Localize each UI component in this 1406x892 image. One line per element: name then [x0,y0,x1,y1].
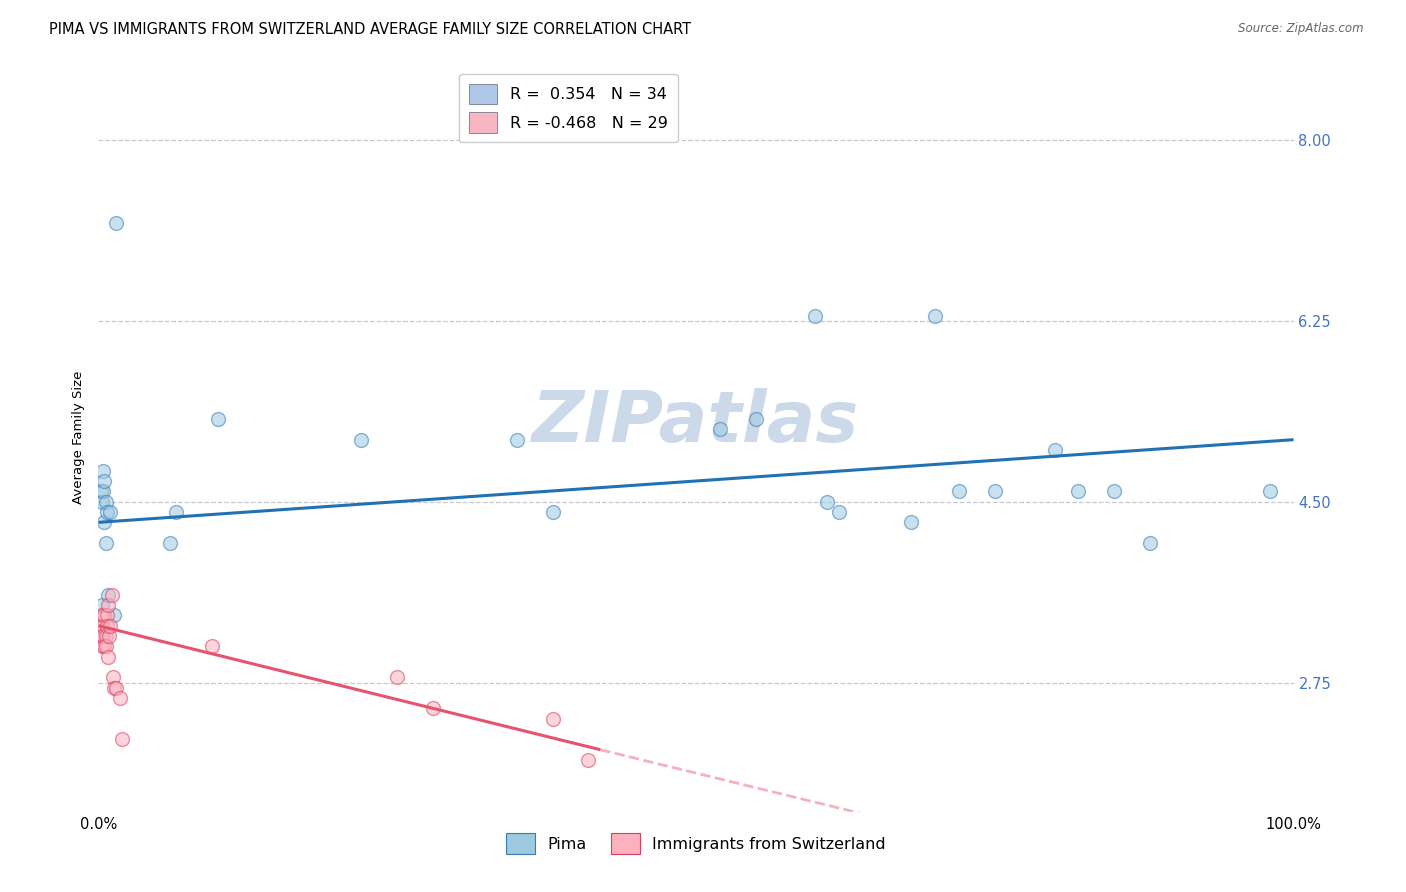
Point [98,618,122,632]
Point [94,640,117,654]
Point [98,629,121,643]
Point [1104,484,1126,499]
Text: ZIPatlas: ZIPatlas [533,388,859,457]
Point [578,753,600,767]
Point [91,618,114,632]
Point [101,670,124,684]
Point [815,494,838,508]
Point [94,629,117,643]
Point [91,494,114,508]
Point [91,598,114,612]
Point [745,412,768,426]
Point [1067,484,1090,499]
Point [159,536,181,550]
Point [97,649,120,664]
Point [97,598,120,612]
Point [90,484,112,499]
Point [93,640,115,654]
Point [350,433,373,447]
Point [105,216,128,230]
Point [91,484,114,499]
Point [94,536,117,550]
Point [900,516,922,530]
Point [98,505,122,519]
Point [828,505,851,519]
Point [1139,536,1161,550]
Point [422,701,444,715]
Point [96,608,118,623]
Point [90,618,112,632]
Point [93,474,115,488]
Point [541,712,564,726]
Point [91,464,114,478]
Point [1258,484,1281,499]
Text: PIMA VS IMMIGRANTS FROM SWITZERLAND AVERAGE FAMILY SIZE CORRELATION CHART: PIMA VS IMMIGRANTS FROM SWITZERLAND AVER… [49,22,692,37]
Point [207,412,229,426]
Point [984,484,1007,499]
Point [385,670,409,684]
Point [924,309,946,323]
Point [91,608,114,623]
Point [89,618,111,632]
Point [100,588,122,602]
Text: Source: ZipAtlas.com: Source: ZipAtlas.com [1239,22,1364,36]
Point [165,505,187,519]
Point [541,505,564,519]
Point [93,516,115,530]
Point [709,422,731,436]
Point [96,618,118,632]
Point [111,732,134,747]
Legend: Pima, Immigrants from Switzerland: Pima, Immigrants from Switzerland [499,827,893,860]
Point [103,681,125,695]
Y-axis label: Average Family Size: Average Family Size [72,370,86,504]
Point [91,629,114,643]
Point [804,309,827,323]
Point [948,484,970,499]
Point [105,681,128,695]
Point [91,629,114,643]
Point [506,433,529,447]
Point [93,608,115,623]
Point [90,629,112,643]
Point [97,588,120,602]
Point [94,494,117,508]
Point [96,505,118,519]
Point [91,640,114,654]
Point [201,640,224,654]
Point [108,691,131,706]
Point [103,608,125,623]
Point [1043,442,1066,457]
